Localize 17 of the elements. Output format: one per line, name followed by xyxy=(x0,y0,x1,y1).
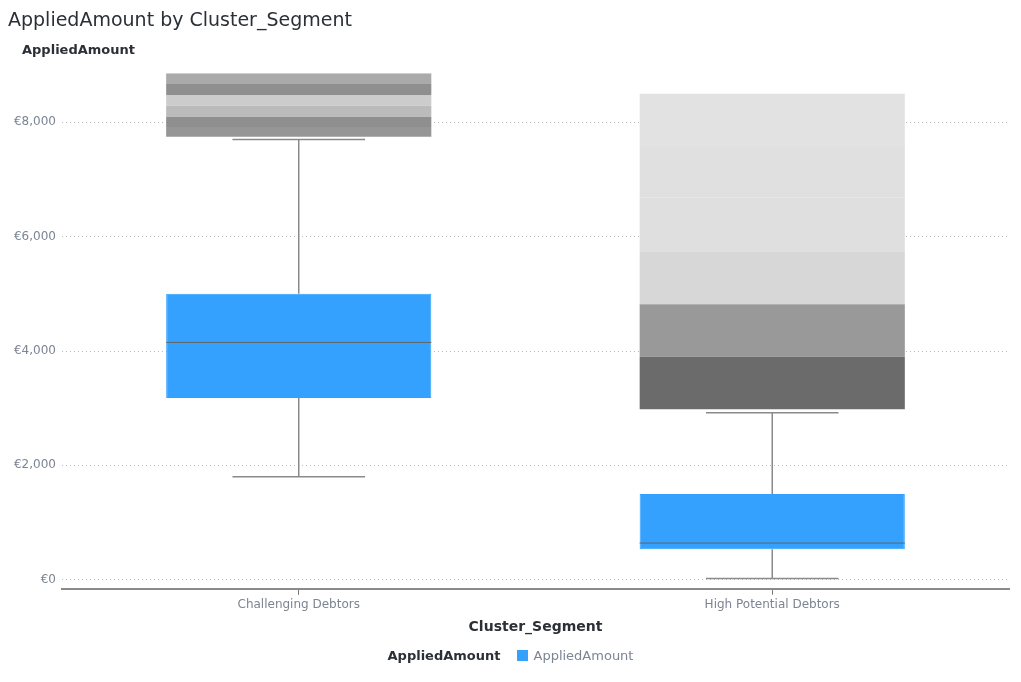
x-tick-label: High Potential Debtors xyxy=(704,597,840,612)
y-tick-label: €8,000 xyxy=(13,114,56,129)
bar xyxy=(639,304,905,357)
bar xyxy=(166,73,432,85)
chart-title: AppliedAmount by Cluster_Segment xyxy=(8,8,353,33)
legend-label: AppliedAmount xyxy=(533,648,634,663)
x-axis-title: Cluster_Segment xyxy=(468,618,603,636)
bar xyxy=(166,94,432,106)
y-axis-title: AppliedAmount xyxy=(22,42,136,59)
y-tick-label: €0 xyxy=(40,571,56,586)
y-tick-label: €2,000 xyxy=(13,457,56,472)
y-tick-label: €4,000 xyxy=(13,343,56,358)
legend-title: AppliedAmount xyxy=(387,648,501,663)
x-tick-label: Challenging Debtors xyxy=(237,597,360,612)
bar xyxy=(639,356,905,410)
y-tick-label: €6,000 xyxy=(13,228,56,243)
bar xyxy=(166,105,432,117)
